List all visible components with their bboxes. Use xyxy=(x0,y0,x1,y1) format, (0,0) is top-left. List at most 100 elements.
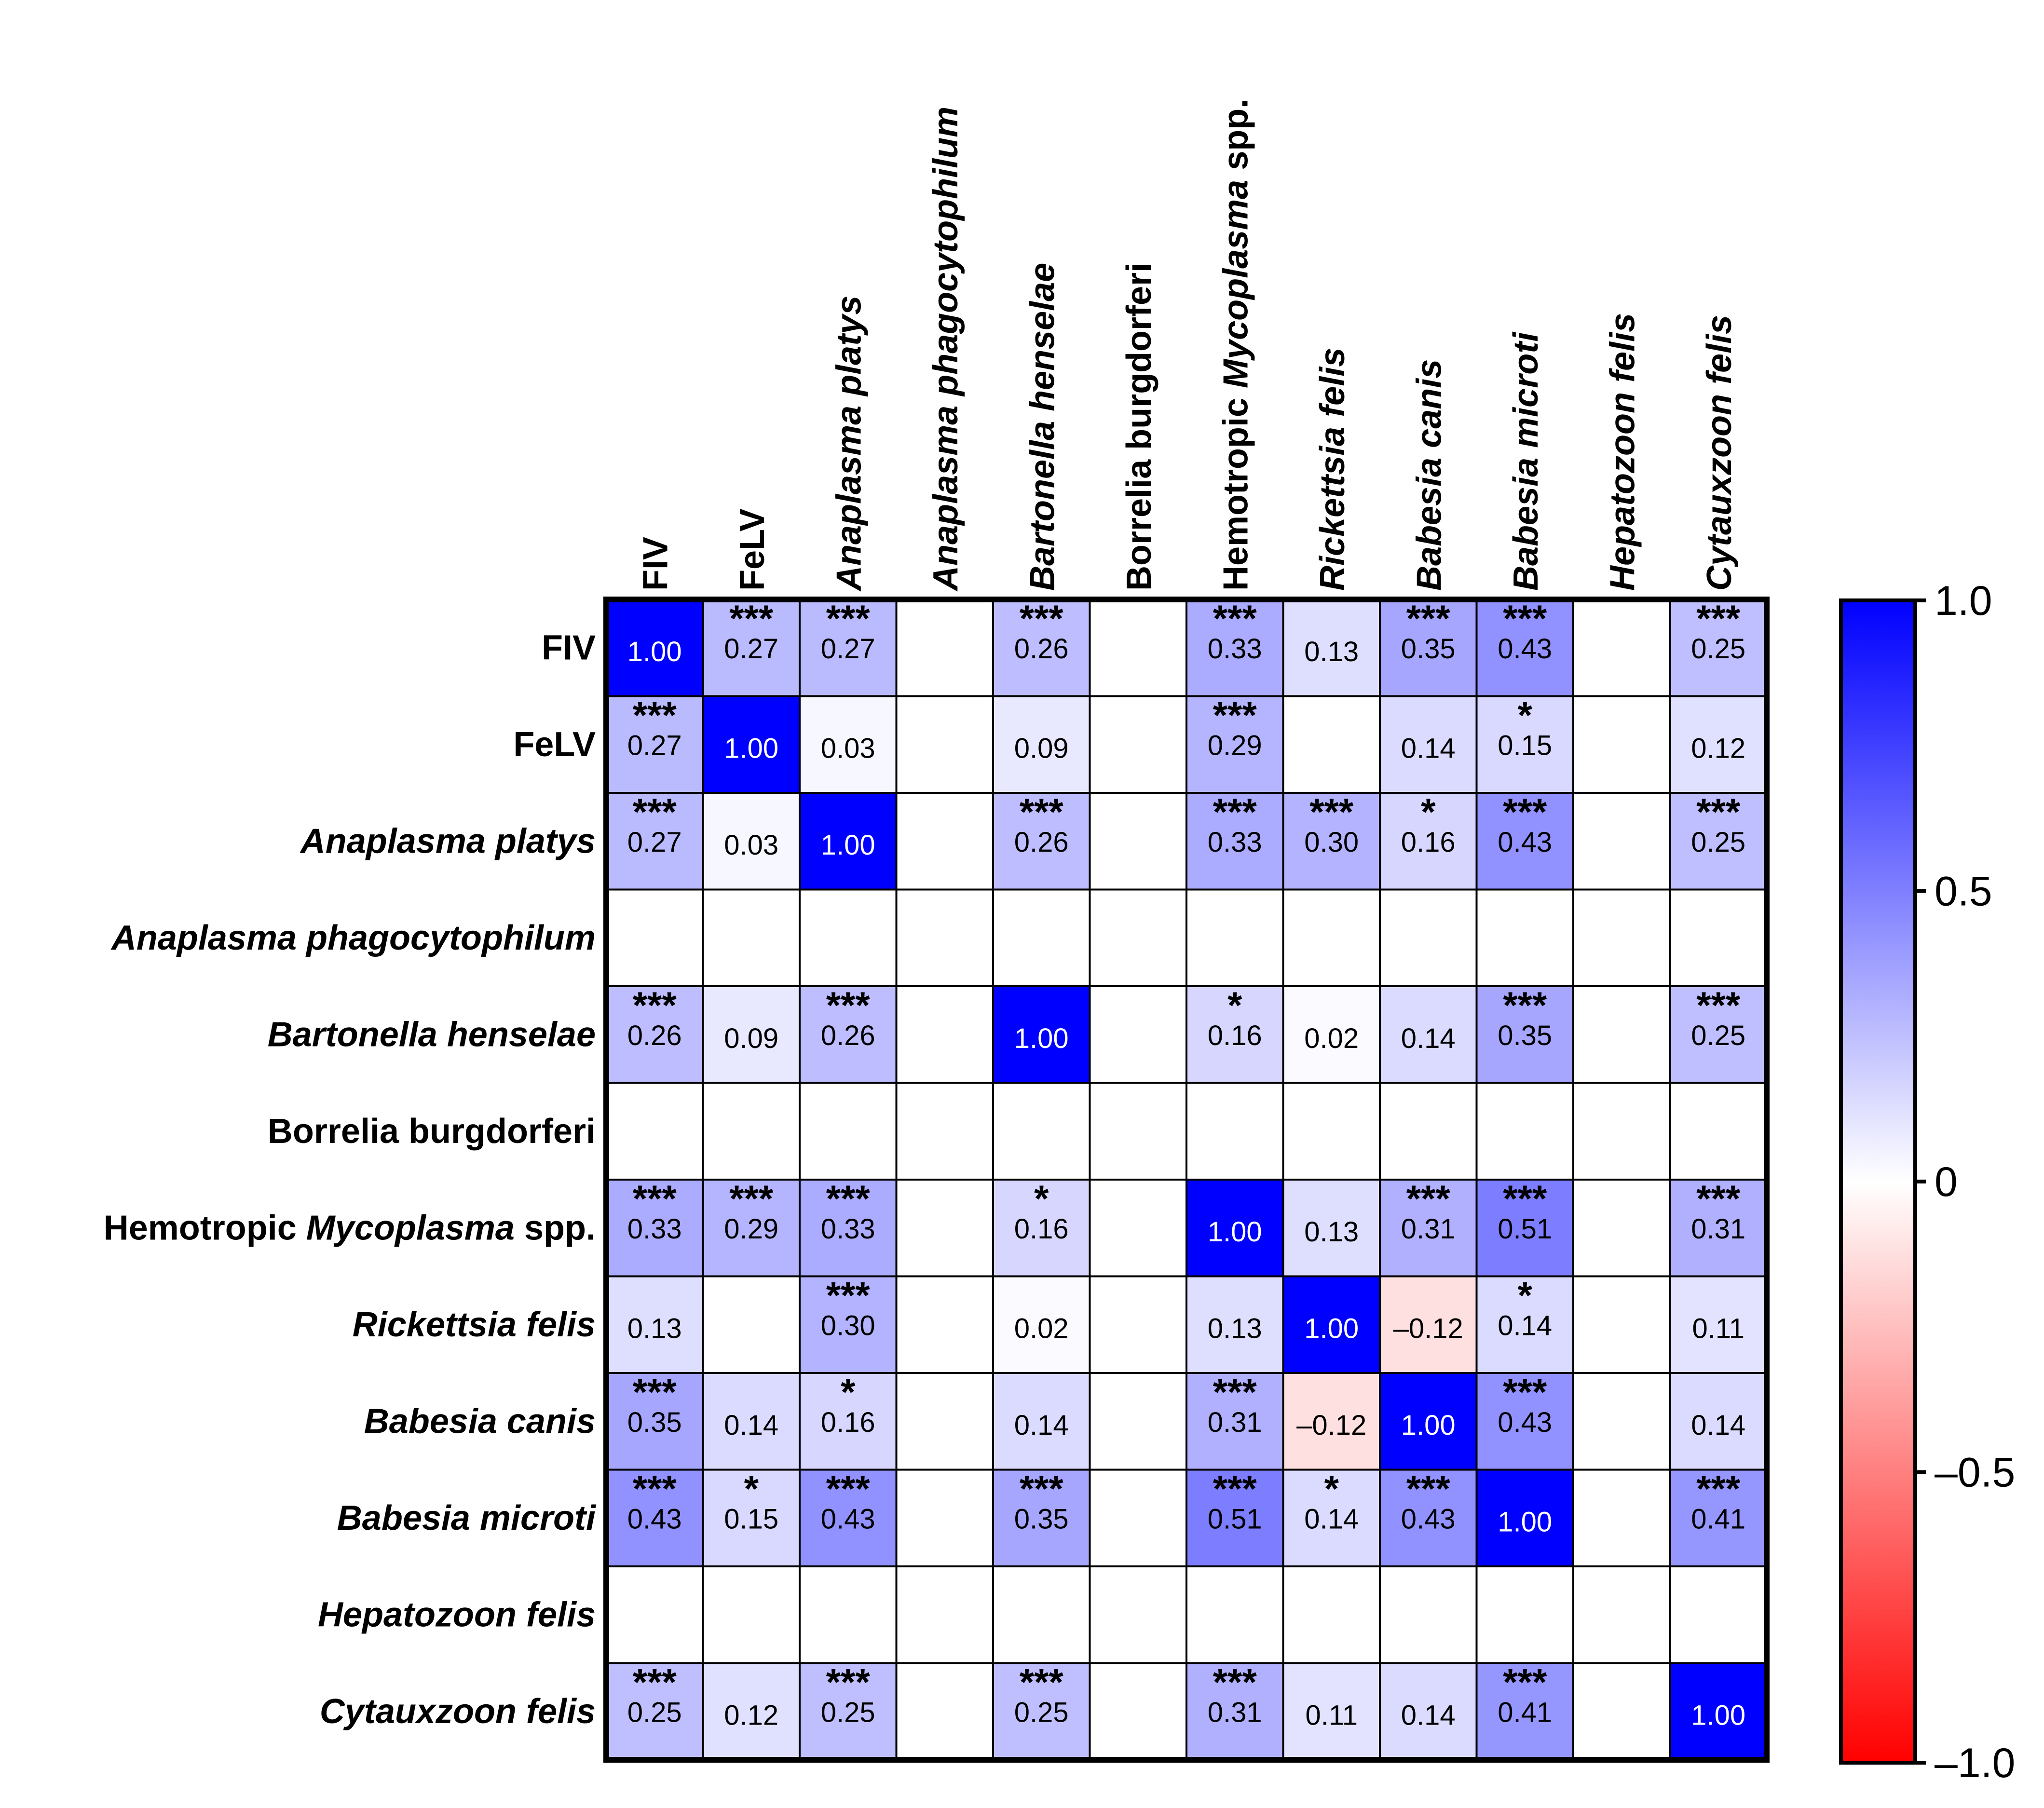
row-label-anaplasma-platys: Anaplasma platys xyxy=(300,822,596,860)
column-label-anaplasma-platys: Anaplasma platys xyxy=(830,296,868,592)
heatmap-cell xyxy=(1475,1565,1574,1664)
heatmap-cell xyxy=(1186,792,1284,891)
row-label-babesia-microti: Babesia microti xyxy=(337,1499,597,1537)
heatmap-cell xyxy=(605,1662,704,1761)
significance-marker: *** xyxy=(1503,1661,1547,1703)
heatmap-cell xyxy=(1282,1179,1381,1278)
heatmap-cell xyxy=(1475,985,1574,1084)
heatmap-cell xyxy=(702,1565,801,1664)
row-label-anaplasma-phagocytophilum: Anaplasma phagocytophilum xyxy=(110,919,596,957)
heatmap-cell xyxy=(1186,888,1284,987)
cell-value-label: 1.00 xyxy=(627,636,682,667)
cell-value-label: 0.27 xyxy=(724,633,778,665)
heatmap-cell xyxy=(1282,985,1381,1084)
significance-marker: *** xyxy=(633,1371,677,1413)
heatmap-cell xyxy=(992,1082,1091,1181)
heatmap-cell xyxy=(895,888,994,987)
significance-marker: *** xyxy=(1503,984,1547,1026)
heatmap-cell xyxy=(1669,1372,1768,1471)
significance-marker: *** xyxy=(1696,790,1741,833)
cell-value-label: 0.33 xyxy=(821,1213,875,1245)
heatmap-cell xyxy=(605,888,704,987)
cell-value-label: 0.43 xyxy=(627,1504,682,1535)
cell-value-label: 0.33 xyxy=(1208,827,1262,858)
cell-value-label: 0.16 xyxy=(1401,827,1456,858)
colorbar-tick-label: 1.0 xyxy=(1935,578,1992,624)
heatmap-cell xyxy=(1089,1565,1187,1664)
heatmap-cell xyxy=(702,1275,801,1374)
cell-value-label: 0.14 xyxy=(724,1410,778,1441)
heatmap-cell xyxy=(605,985,704,1084)
significance-marker: * xyxy=(1034,1177,1049,1220)
heatmap-cell xyxy=(1572,792,1671,891)
significance-marker: *** xyxy=(1696,984,1741,1026)
heatmap-cell xyxy=(1475,888,1574,987)
heatmap-cell xyxy=(702,985,801,1084)
colorbar-tick-label: 0.5 xyxy=(1935,869,1992,915)
heatmap-cell xyxy=(895,1662,994,1761)
heatmap-cell xyxy=(992,1372,1091,1471)
heatmap-cell xyxy=(1669,985,1768,1084)
cell-value-label: 0.02 xyxy=(1014,1313,1069,1345)
cell-value-label: 0.03 xyxy=(724,829,778,861)
heatmap-cell xyxy=(1089,792,1187,891)
cell-value-label: 0.25 xyxy=(1691,1020,1745,1051)
significance-marker: *** xyxy=(826,1661,871,1703)
cell-value-label: 0.14 xyxy=(1691,1410,1745,1441)
heatmap-cell xyxy=(1475,1275,1574,1374)
cell-value-label: 0.35 xyxy=(1401,633,1456,665)
significance-marker: *** xyxy=(1503,790,1547,833)
cell-value-label: 0.30 xyxy=(1304,827,1359,858)
significance-marker: *** xyxy=(633,1468,677,1510)
row-labels: FIV FeLV Anaplasma platys Anaplasma phagocy… xyxy=(104,628,597,1731)
significance-marker: *** xyxy=(1696,1177,1741,1220)
significance-marker: *** xyxy=(1503,597,1547,639)
cell-value-label: 1.00 xyxy=(1014,1023,1069,1054)
cell-value-label: 0.13 xyxy=(1304,1216,1359,1248)
significance-marker: *** xyxy=(826,1177,871,1220)
heatmap-cell xyxy=(1572,695,1671,794)
cell-value-label: 0.35 xyxy=(627,1407,682,1438)
cell-value-label: 0.43 xyxy=(1498,633,1552,665)
heatmap-cell xyxy=(799,888,898,987)
heatmap-cell xyxy=(799,598,898,697)
cell-value-label: 0.03 xyxy=(821,733,875,764)
heatmap-cell xyxy=(799,1179,898,1278)
significance-marker: *** xyxy=(1213,1468,1257,1510)
significance-marker: * xyxy=(1324,1468,1339,1510)
heatmap-cell xyxy=(1379,598,1478,697)
heatmap-cell xyxy=(1669,1179,1768,1278)
heatmap-cell xyxy=(799,1565,898,1664)
heatmap-cell xyxy=(1089,1179,1187,1278)
cell-value-label: 0.14 xyxy=(1401,1023,1456,1054)
cell-value-label: 0.29 xyxy=(724,1213,778,1245)
heatmap-cell xyxy=(702,1662,801,1761)
cell-value-label: 0.09 xyxy=(724,1023,778,1054)
cell-value-label: 1.00 xyxy=(1208,1216,1262,1248)
colorbar: 1.0 0.5 0 –0.5 –1.0 xyxy=(1839,578,2015,1786)
heatmap-cell xyxy=(1669,1662,1768,1761)
cell-value-label: 0.09 xyxy=(1014,733,1069,764)
column-label-bartonella-henselae: Bartonella henselae xyxy=(1023,263,1062,591)
significance-marker: * xyxy=(1518,1274,1533,1317)
heatmap-cell xyxy=(1089,598,1187,697)
cell-value-label: 0.43 xyxy=(1498,827,1552,858)
heatmap-cell xyxy=(895,1565,994,1664)
heatmap-frame xyxy=(603,597,1770,1763)
heatmap-cell xyxy=(1089,888,1187,987)
heatmap-cell xyxy=(1572,1468,1671,1567)
significance-marker: *** xyxy=(1406,1468,1451,1510)
heatmap-cell xyxy=(605,1565,704,1664)
heatmap-cell xyxy=(895,1179,994,1278)
heatmap-cell xyxy=(1186,695,1284,794)
heatmap-cell xyxy=(1379,1082,1478,1181)
column-labels: FIV FeLV Anaplasma platys Anaplasma phagocy… xyxy=(636,99,1739,592)
heatmap-cell xyxy=(1089,1372,1187,1471)
significance-marker: * xyxy=(1518,694,1533,736)
row-label-rickettsia-felis: Rickettsia felis xyxy=(353,1305,596,1344)
heatmap-cell xyxy=(1282,1082,1381,1181)
cell-value-label: 0.31 xyxy=(1691,1213,1745,1245)
significance-marker: *** xyxy=(729,1177,774,1220)
heatmap-cell xyxy=(1475,1662,1574,1761)
significance-marker: *** xyxy=(1213,597,1257,639)
